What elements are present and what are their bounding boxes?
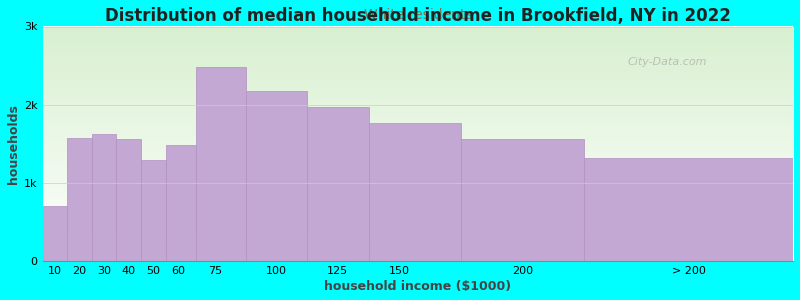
Bar [369,123,461,261]
Bar [307,107,369,261]
X-axis label: household income ($1000): household income ($1000) [324,280,511,293]
Bar [117,139,141,261]
Y-axis label: households: households [7,104,20,184]
Text: White residents: White residents [363,8,472,22]
Bar [67,137,92,261]
Bar [584,158,793,261]
Bar [461,139,584,261]
Bar [92,134,117,261]
Bar [196,67,246,261]
Text: City-Data.com: City-Data.com [628,57,707,67]
Title: Distribution of median household income in Brookfield, NY in 2022: Distribution of median household income … [105,7,730,25]
Bar [141,160,166,261]
Bar [246,91,307,261]
Bar [42,206,67,261]
Bar [166,145,196,261]
